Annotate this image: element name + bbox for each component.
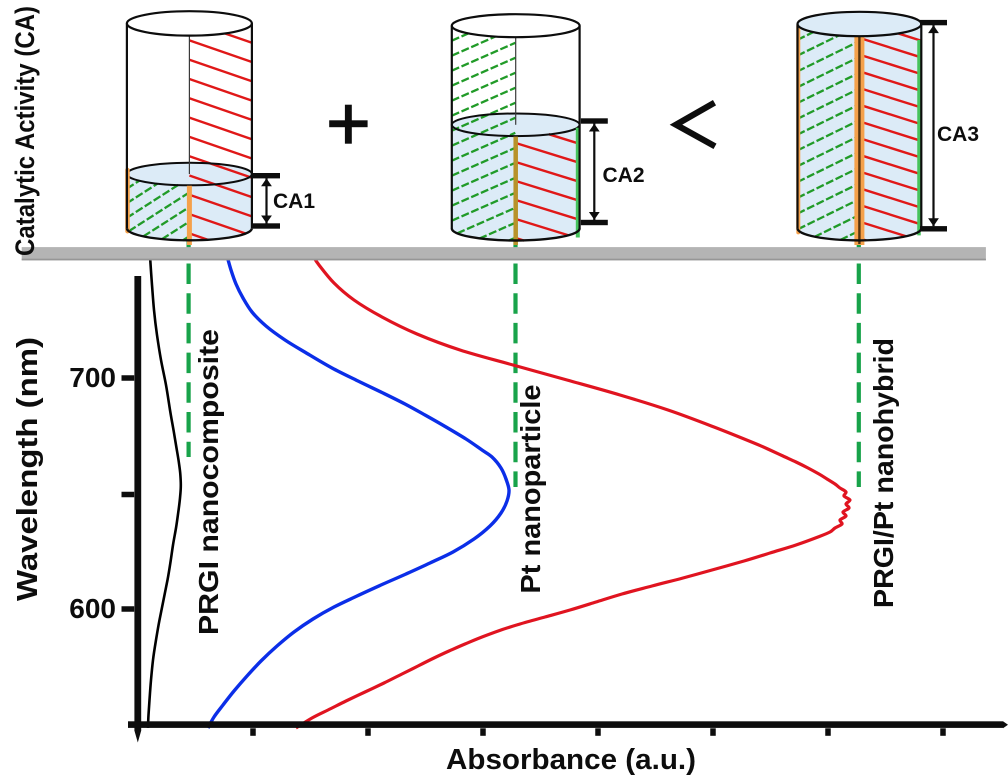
svg-text:CA3: CA3 bbox=[937, 123, 979, 146]
svg-text:Catalytic Activity (CA): Catalytic Activity (CA) bbox=[10, 6, 40, 256]
svg-text:600: 600 bbox=[69, 593, 116, 624]
svg-text:CA2: CA2 bbox=[602, 164, 644, 187]
svg-text:PRGI nanocomposite: PRGI nanocomposite bbox=[193, 329, 224, 635]
svg-text:CA1: CA1 bbox=[273, 190, 315, 213]
svg-text:PRGI/Pt nanohybrid: PRGI/Pt nanohybrid bbox=[868, 338, 899, 608]
svg-text:Wavelength (nm): Wavelength (nm) bbox=[12, 337, 44, 601]
svg-text:Absorbance (a.u.): Absorbance (a.u.) bbox=[446, 744, 696, 775]
svg-text:Pt nanoparticle: Pt nanoparticle bbox=[515, 385, 546, 594]
svg-text:700: 700 bbox=[69, 362, 116, 393]
